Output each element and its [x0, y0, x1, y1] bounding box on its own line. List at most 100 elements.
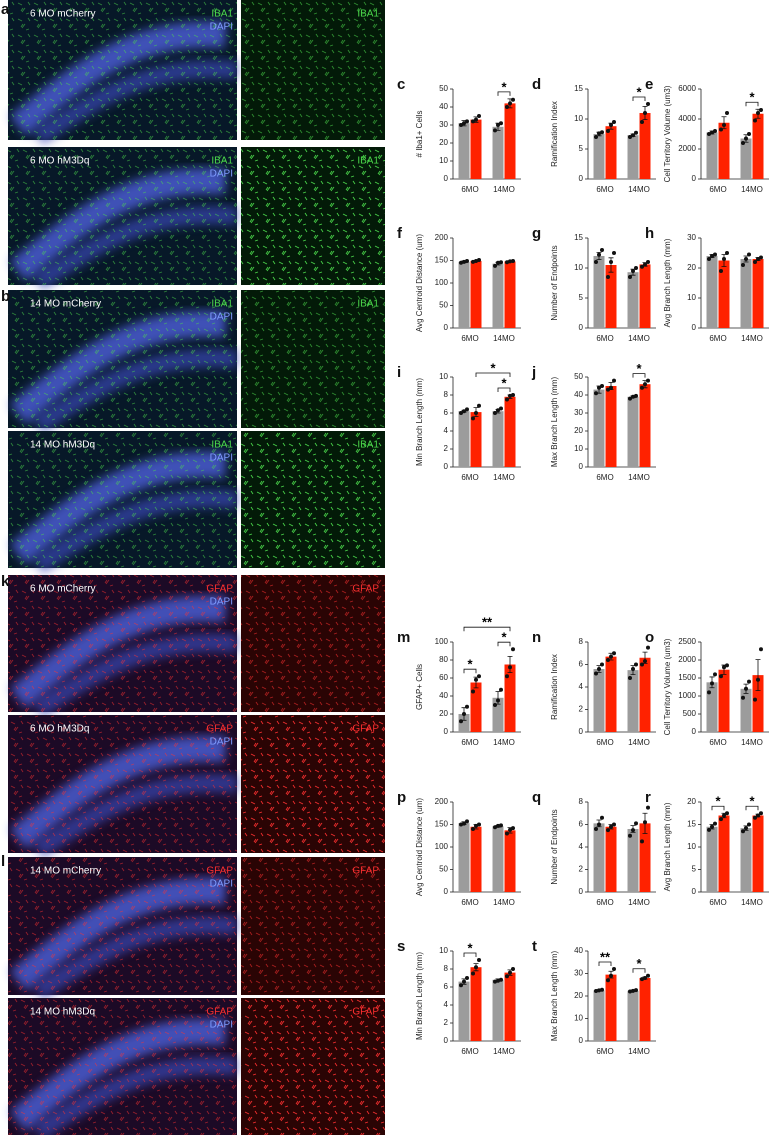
data-point: [631, 269, 635, 273]
x-tick-label: 6MO: [709, 898, 726, 907]
x-tick-label: 14MO: [493, 898, 515, 907]
x-tick-label: 14MO: [741, 185, 763, 194]
y-tick-label: 0: [444, 887, 449, 896]
data-point: [719, 817, 723, 822]
data-point: [643, 820, 647, 825]
bar: [504, 972, 516, 1041]
significance-label: *: [715, 794, 721, 809]
data-point: [594, 989, 598, 994]
data-point: [612, 967, 616, 971]
data-point: [459, 822, 463, 827]
data-point: [609, 385, 613, 390]
data-point: [508, 101, 512, 106]
data-point: [744, 136, 748, 141]
bar: [639, 978, 651, 1041]
data-point: [459, 983, 463, 988]
panel-letter: m: [397, 629, 410, 646]
data-point: [493, 128, 497, 133]
y-tick-label: 0: [692, 323, 697, 332]
data-point: [747, 822, 751, 827]
micrograph-title: 14 MO hM3Dq: [30, 440, 95, 451]
data-point: [634, 393, 638, 398]
bar: [740, 138, 752, 179]
y-tick-label: 0: [579, 174, 584, 183]
y-tick-label: 0: [444, 1036, 449, 1045]
data-point: [606, 129, 610, 133]
data-point: [725, 663, 729, 668]
data-point: [493, 979, 497, 984]
x-tick-label: 14MO: [628, 473, 650, 482]
significance-bracket: [632, 96, 646, 101]
y-tick-label: 10: [574, 114, 583, 123]
data-point: [511, 967, 515, 971]
significance-bracket: [497, 91, 511, 96]
significance-bracket: [497, 641, 511, 647]
bar: [752, 259, 764, 328]
data-point: [741, 829, 745, 834]
data-point: [499, 977, 503, 982]
bar: [492, 411, 504, 467]
bar: [458, 981, 470, 1041]
x-tick-label: 14MO: [741, 898, 763, 907]
bar: [470, 967, 482, 1041]
data-point: [722, 123, 726, 127]
data-point: [600, 384, 604, 388]
data-point: [747, 252, 751, 257]
stain-overlay: [8, 715, 237, 853]
panel-letter: o: [645, 629, 654, 646]
bar: [740, 259, 752, 328]
data-point: [477, 403, 481, 408]
x-tick-label: 6MO: [461, 898, 478, 907]
stain-overlay: [241, 0, 385, 140]
significance-label: *: [467, 657, 473, 672]
bar: [627, 990, 639, 1041]
bar: [492, 697, 504, 732]
y-tick-label: 40: [574, 390, 583, 399]
data-point: [631, 988, 635, 993]
data-point: [725, 251, 729, 255]
bar: [639, 113, 651, 179]
x-tick-label: 14MO: [493, 185, 515, 194]
x-tick-label: 6MO: [709, 738, 726, 747]
significance-label: *: [636, 361, 642, 376]
stain-label: IBA1: [211, 9, 233, 20]
data-point: [759, 811, 763, 816]
stain-label: IBA1: [357, 440, 379, 451]
data-point: [634, 988, 638, 993]
panel-letter: p: [397, 789, 406, 806]
data-point: [756, 677, 760, 682]
y-tick-label: 6: [579, 820, 584, 829]
data-point: [477, 822, 481, 827]
bar: [706, 132, 718, 179]
stain-label: GFAP: [206, 866, 233, 877]
y-tick-label: 20: [574, 991, 583, 1000]
y-tick-label: 10: [574, 1014, 583, 1023]
panel-letter: c: [397, 76, 405, 93]
data-point: [505, 674, 509, 679]
data-point: [640, 977, 644, 982]
y-tick-label: 150: [435, 820, 449, 829]
data-point: [462, 979, 466, 984]
micrograph-title: 6 MO hM3Dq: [30, 724, 89, 735]
data-point: [511, 826, 515, 831]
data-point: [505, 974, 509, 979]
data-point: [756, 813, 760, 818]
y-tick-label: 20: [687, 797, 696, 806]
y-tick-label: 30: [439, 120, 448, 129]
data-point: [609, 824, 613, 829]
data-point: [471, 827, 475, 831]
x-tick-label: 14MO: [741, 738, 763, 747]
data-point: [756, 111, 760, 115]
counterstain-label: DAPI: [210, 453, 233, 464]
data-point: [508, 259, 512, 264]
y-tick-label: 30: [574, 408, 583, 417]
counterstain-label: DAPI: [210, 22, 233, 33]
y-tick-label: 2000: [678, 655, 696, 664]
bar: [470, 119, 482, 179]
x-tick-label: 6MO: [461, 1047, 478, 1056]
bar: [605, 265, 617, 328]
stain-overlay: [241, 715, 385, 853]
data-point: [496, 408, 500, 413]
x-tick-label: 6MO: [596, 334, 613, 343]
data-point: [477, 674, 481, 679]
